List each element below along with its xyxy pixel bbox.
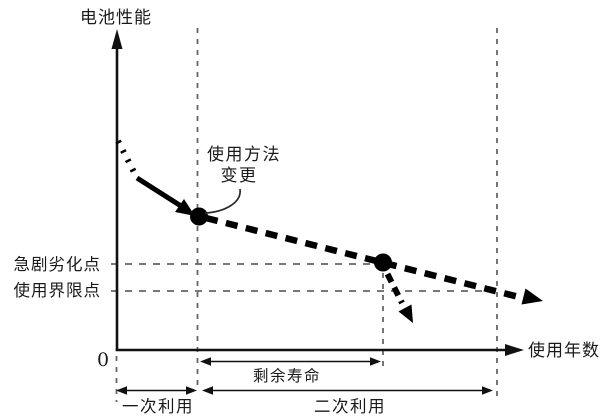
annotation-leader-line: [204, 188, 241, 214]
deterioration-branch-shaft: [384, 272, 405, 305]
reference-level-labels: 急剧劣化点 使用界限点: [14, 255, 102, 300]
x-axis-arrowhead-icon: [505, 344, 524, 356]
y-axis-label: 电池性能: [80, 8, 152, 28]
curve-initial-dotted-segment: [115, 139, 139, 178]
deterioration-branch-arrowhead-icon: [398, 304, 413, 323]
guide-lines: [111, 28, 498, 402]
remaining-life-right-arrowhead-icon: [370, 357, 381, 366]
usage-change-point-dot: [190, 207, 208, 226]
first-use-arrow-shaft: [135, 175, 183, 209]
secondary-use-label: 二次利用: [314, 397, 386, 416]
second-use-arrowhead-icon: [521, 288, 543, 305]
secondary-use-right-arrowhead-icon: [482, 386, 493, 395]
performance-curve: [115, 139, 543, 323]
usage-change-label-line1: 使用方法: [207, 144, 281, 165]
secondary-use-left-arrowhead-icon: [202, 386, 213, 395]
x-axis-label: 使用年数: [528, 340, 600, 361]
origin-label: 0: [97, 349, 109, 371]
rapid-deterioration-label: 急剧劣化点: [14, 255, 102, 274]
remaining-life-label: 剩余寿命: [253, 366, 321, 385]
remaining-life-left-arrowhead-icon: [200, 357, 211, 366]
usage-change-annotation: 使用方法 变更: [204, 144, 281, 214]
first-use-arrowhead-icon: [175, 199, 195, 216]
usage-limit-label: 使用界限点: [14, 281, 102, 300]
second-use-dashed-line: [205, 214, 520, 301]
y-axis-arrowhead-icon: [111, 29, 123, 49]
rapid-deterioration-dot: [374, 253, 392, 272]
range-brackets: 剩余寿命 一次利用 二次利用: [116, 357, 493, 416]
axes: 电池性能 使用年数 0: [80, 8, 600, 371]
primary-use-label: 一次利用: [122, 397, 194, 416]
primary-use-left-arrowhead-icon: [116, 386, 127, 395]
primary-use-right-arrowhead-icon: [186, 386, 197, 395]
usage-change-label-line2: 变更: [221, 166, 258, 186]
